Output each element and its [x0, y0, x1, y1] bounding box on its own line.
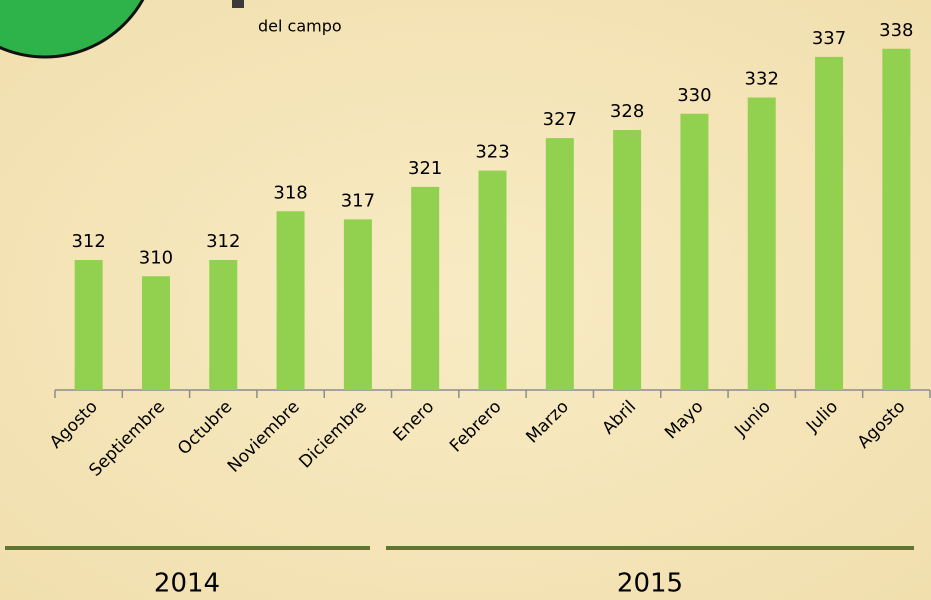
bar	[141, 276, 170, 390]
badge	[0, 0, 145, 59]
group-label: 2014	[154, 569, 220, 599]
bar	[613, 130, 642, 390]
value-label: 310	[139, 247, 173, 268]
bar	[74, 260, 103, 390]
value-label: 323	[475, 142, 509, 163]
value-label: 328	[610, 101, 644, 122]
value-label: 332	[745, 69, 779, 90]
value-label: 312	[206, 231, 240, 252]
value-label: 318	[273, 182, 307, 203]
bar	[680, 113, 709, 390]
bar	[882, 48, 911, 390]
value-label: 317	[341, 190, 375, 211]
bar	[747, 97, 776, 390]
bar	[478, 170, 507, 390]
value-label: 337	[812, 28, 846, 49]
legend-swatch	[232, 0, 244, 8]
group-label: 2015	[617, 569, 683, 599]
bar	[545, 138, 574, 390]
value-label: 327	[543, 109, 577, 130]
bar	[209, 260, 238, 390]
bar	[276, 211, 305, 390]
value-label: 338	[879, 20, 913, 41]
value-label: 330	[677, 85, 711, 106]
value-label: 321	[408, 158, 442, 179]
bar	[411, 186, 440, 390]
legend-label: del campo	[258, 17, 342, 36]
bar	[815, 56, 844, 390]
bar	[343, 219, 372, 390]
value-label: 312	[71, 231, 105, 252]
